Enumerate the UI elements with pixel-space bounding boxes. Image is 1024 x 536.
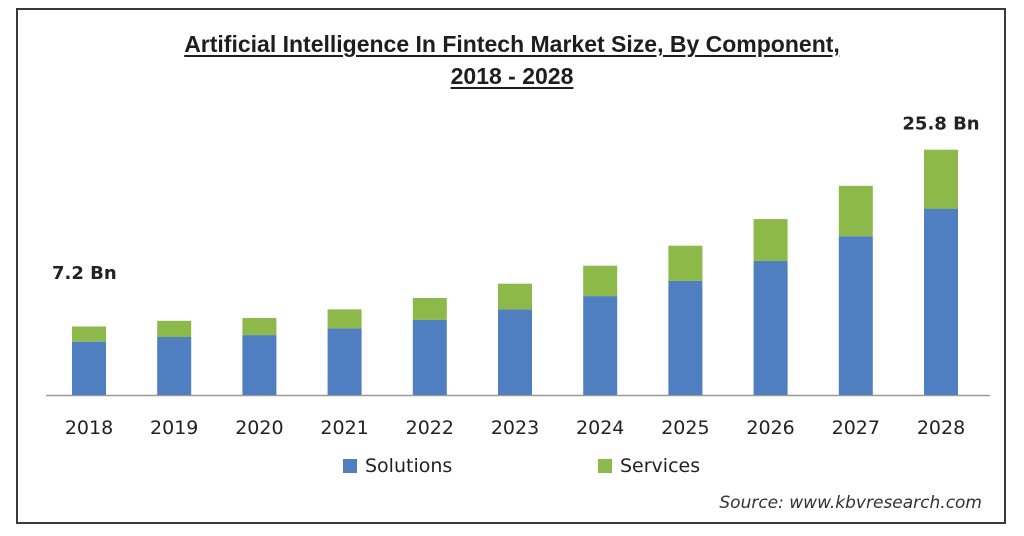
bar-services-2024 [583, 265, 618, 297]
x-tick-label-2023: 2023 [491, 417, 539, 439]
data-label-2018: 7.2 Bn [52, 263, 117, 284]
x-tick-label-2021: 2021 [320, 417, 368, 439]
bar-solutions-2021 [327, 328, 362, 395]
bar-services-2025 [668, 245, 703, 281]
x-tick-label-2026: 2026 [746, 417, 794, 439]
bar-services-2028 [924, 149, 958, 209]
bar-solutions-2028 [924, 208, 958, 395]
x-tick-label-2025: 2025 [661, 417, 709, 439]
bar-solutions-2025 [668, 280, 703, 395]
bar-services-2022 [412, 298, 447, 320]
bar-solutions-2020 [242, 335, 277, 395]
legend-item-solutions: Solutions [343, 455, 452, 477]
bar-solutions-2023 [498, 309, 532, 395]
bar-solutions-2024 [583, 296, 618, 395]
bar-solutions-2022 [412, 319, 447, 395]
chart-title-line-1: Artificial Intelligence In Fintech Marke… [184, 31, 840, 57]
bar-solutions-2026 [753, 260, 788, 395]
legend: Solutions Services [0, 455, 1024, 479]
chart-title: Artificial Intelligence In Fintech Marke… [0, 28, 1024, 92]
bar-services-2021 [327, 309, 362, 329]
bar-services-2018 [72, 326, 106, 342]
bar-services-2020 [242, 318, 277, 336]
bar-solutions-2019 [157, 337, 192, 395]
legend-item-services: Services [598, 455, 700, 477]
bar-solutions-2027 [838, 236, 873, 395]
legend-swatch-services [598, 459, 612, 473]
legend-label-services: Services [620, 455, 701, 477]
bar-services-2027 [838, 185, 873, 237]
x-tick-label-2018: 2018 [65, 417, 113, 439]
x-tick-label-2024: 2024 [576, 417, 624, 439]
bar-services-2019 [157, 320, 192, 337]
legend-label-solutions: Solutions [365, 455, 453, 477]
x-tick-label-2022: 2022 [406, 417, 454, 439]
x-tick-label-2027: 2027 [832, 417, 880, 439]
source-note: Source: www.kbvresearch.com [719, 493, 982, 513]
x-tick-label-2019: 2019 [150, 417, 198, 439]
annotations-group: 7.2 Bn 25.8 Bn [52, 114, 980, 284]
bar-solutions-2018 [72, 341, 106, 395]
bars-group [72, 149, 958, 395]
data-label-2028: 25.8 Bn [902, 114, 979, 135]
bar-services-2026 [753, 219, 788, 261]
chart-title-line-2: 2018 - 2028 [450, 63, 574, 89]
x-tick-label-2020: 2020 [235, 417, 283, 439]
legend-swatch-solutions [343, 459, 357, 473]
x-tick-label-2028: 2028 [917, 417, 965, 439]
tick-labels-group: 2018 2019 2020 2021 2022 2023 2024 2025 2026 2027… [65, 417, 965, 439]
bar-services-2023 [498, 283, 532, 310]
